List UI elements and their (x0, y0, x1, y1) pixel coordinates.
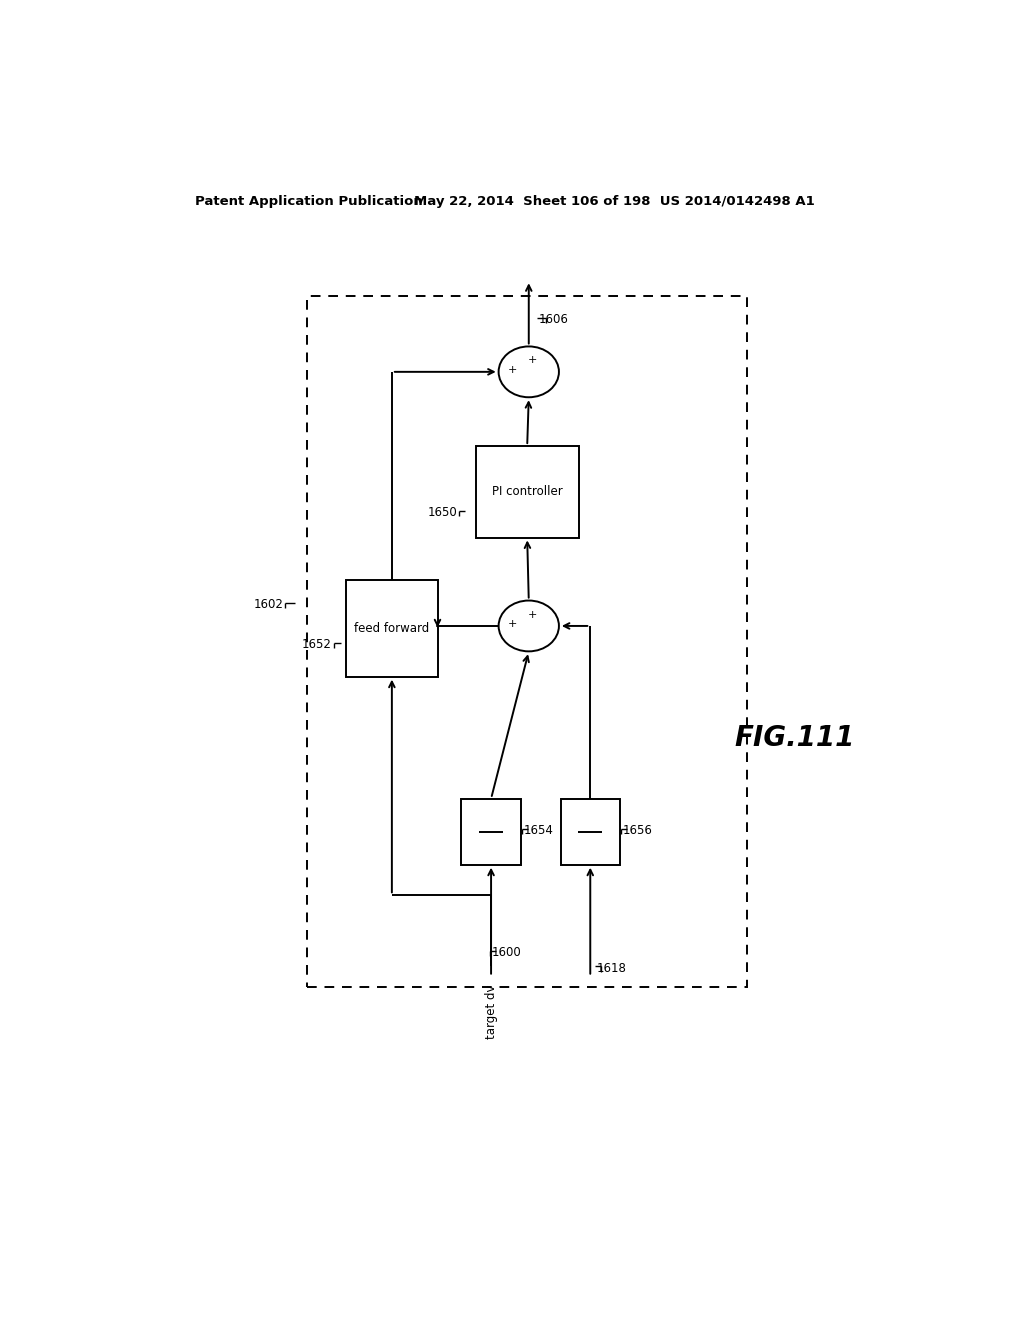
Text: PI controller: PI controller (492, 486, 562, 498)
Text: +: + (528, 355, 538, 366)
Text: 1602: 1602 (254, 598, 284, 611)
Text: feed forward: feed forward (354, 622, 429, 635)
Text: 1654: 1654 (523, 824, 553, 837)
Text: 1656: 1656 (623, 824, 652, 837)
Text: +: + (528, 610, 538, 619)
Text: target dv: target dv (484, 985, 498, 1039)
Text: Patent Application Publication: Patent Application Publication (196, 194, 423, 207)
Text: 1606: 1606 (539, 313, 569, 326)
Bar (560, 799, 621, 865)
Bar (306, 296, 748, 987)
Text: FIG.111: FIG.111 (734, 723, 855, 752)
Bar (461, 799, 521, 865)
Bar (346, 581, 437, 677)
Bar (475, 446, 579, 537)
Text: +: + (508, 364, 517, 375)
Text: +: + (508, 619, 517, 628)
Text: May 22, 2014  Sheet 106 of 198  US 2014/0142498 A1: May 22, 2014 Sheet 106 of 198 US 2014/01… (414, 194, 814, 207)
Text: 1600: 1600 (492, 946, 521, 960)
Text: 1618: 1618 (596, 961, 626, 974)
Ellipse shape (499, 601, 559, 651)
Ellipse shape (499, 346, 559, 397)
Text: 1650: 1650 (428, 506, 458, 519)
Text: 1652: 1652 (302, 639, 332, 651)
